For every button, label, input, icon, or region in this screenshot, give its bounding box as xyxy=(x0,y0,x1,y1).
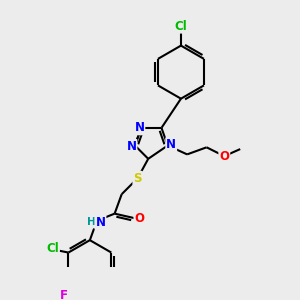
Text: N: N xyxy=(126,140,136,153)
Text: F: F xyxy=(60,290,68,300)
Text: Cl: Cl xyxy=(175,20,187,33)
Text: H: H xyxy=(87,218,96,227)
Text: O: O xyxy=(219,150,229,163)
Text: N: N xyxy=(95,216,106,229)
Text: N: N xyxy=(166,138,176,151)
Text: O: O xyxy=(134,212,144,225)
Text: Cl: Cl xyxy=(46,242,59,255)
Text: N: N xyxy=(134,122,144,134)
Text: S: S xyxy=(134,172,142,185)
